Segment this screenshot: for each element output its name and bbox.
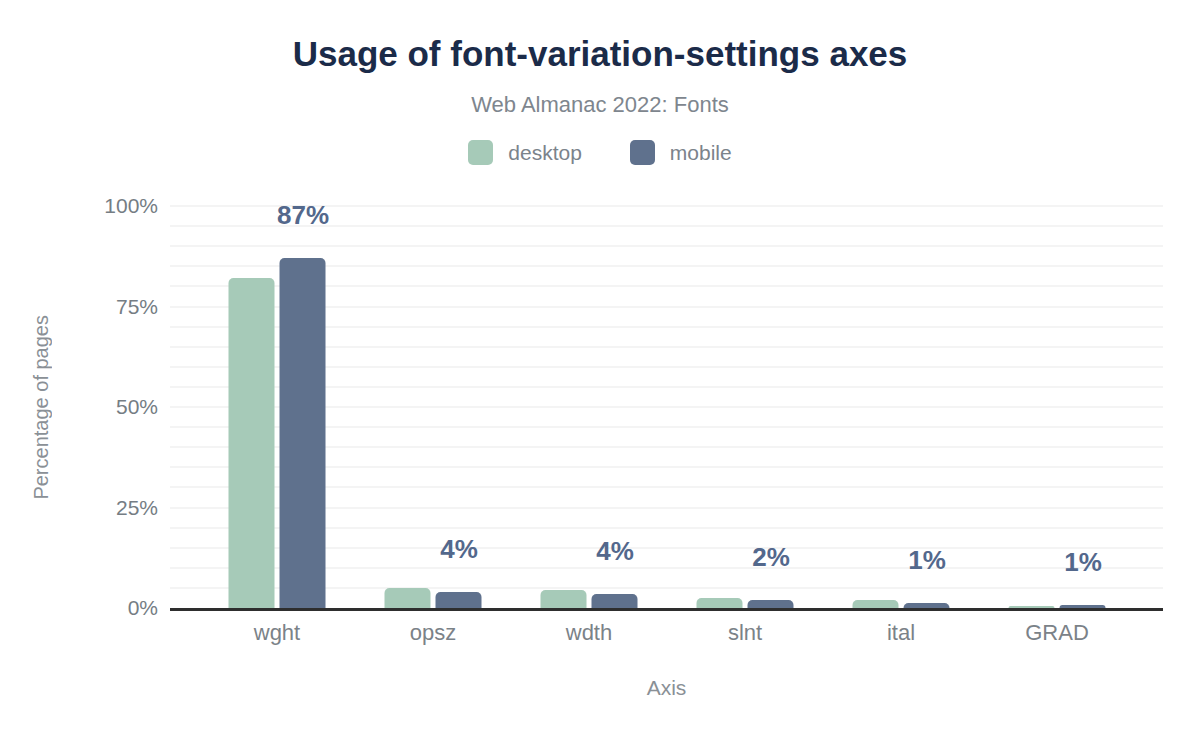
bar-desktop-ital (853, 600, 899, 608)
category-label-ital: ital (823, 620, 979, 646)
x-axis-title: Axis (170, 676, 1163, 700)
y-tick-label-75: 75% (80, 295, 158, 319)
data-label-wght: 87% (277, 202, 329, 228)
legend-item-mobile: mobile (630, 140, 732, 165)
y-tick-label-50: 50% (80, 395, 158, 419)
plot-area: 87% 4% 4% 2% 1% 1% (170, 206, 1163, 611)
bar-slot-slnt: 2% (667, 206, 823, 608)
bar-slot-GRAD: 1% (979, 206, 1135, 608)
y-axis-title-text: Percentage of pages (30, 315, 53, 500)
category-label-slnt: slnt (667, 620, 823, 646)
bar-mobile-wght (280, 258, 326, 608)
bar-slot-opsz: 4% (355, 206, 511, 608)
chart: Usage of font-variation-settings axes We… (0, 0, 1200, 742)
chart-subtitle: Web Almanac 2022: Fonts (0, 92, 1200, 118)
bar-group-wght (229, 206, 326, 608)
bar-mobile-opsz (436, 592, 482, 608)
category-label-GRAD: GRAD (979, 620, 1135, 646)
y-tick-label-25: 25% (80, 496, 158, 520)
data-label-slnt: 2% (752, 544, 790, 570)
category-label-wdth: wdth (511, 620, 667, 646)
data-label-wdth: 4% (596, 538, 634, 564)
legend-label-desktop: desktop (508, 141, 582, 165)
bars-row: 87% 4% 4% 2% 1% 1% (199, 206, 1135, 608)
y-axis-title: Percentage of pages (24, 206, 58, 608)
legend-label-mobile: mobile (670, 141, 732, 165)
y-axis-ticks: 0%25%50%75%100% (80, 206, 158, 608)
y-tick-label-100: 100% (80, 194, 158, 218)
data-label-GRAD: 1% (1064, 549, 1102, 575)
bar-mobile-GRAD (1060, 605, 1106, 608)
x-axis-category-labels: wghtopszwdthslntitalGRAD (199, 620, 1135, 646)
bar-slot-ital: 1% (823, 206, 979, 608)
chart-title: Usage of font-variation-settings axes (0, 34, 1200, 74)
legend: desktop mobile (0, 140, 1200, 165)
data-label-opsz: 4% (440, 536, 478, 562)
bar-mobile-ital (904, 603, 950, 608)
bar-desktop-slnt (697, 598, 743, 608)
legend-swatch-desktop (468, 140, 493, 165)
bar-desktop-wght (229, 278, 275, 608)
bar-mobile-wdth (592, 594, 638, 608)
y-tick-label-0: 0% (80, 596, 158, 620)
data-label-ital: 1% (908, 547, 946, 573)
bar-desktop-opsz (385, 588, 431, 608)
legend-swatch-mobile (630, 140, 655, 165)
category-label-opsz: opsz (355, 620, 511, 646)
legend-item-desktop: desktop (468, 140, 582, 165)
bar-desktop-wdth (541, 590, 587, 608)
category-label-wght: wght (199, 620, 355, 646)
bar-slot-wdth: 4% (511, 206, 667, 608)
bar-slot-wght: 87% (199, 206, 355, 608)
bar-desktop-GRAD (1009, 606, 1055, 608)
bar-mobile-slnt (748, 600, 794, 608)
